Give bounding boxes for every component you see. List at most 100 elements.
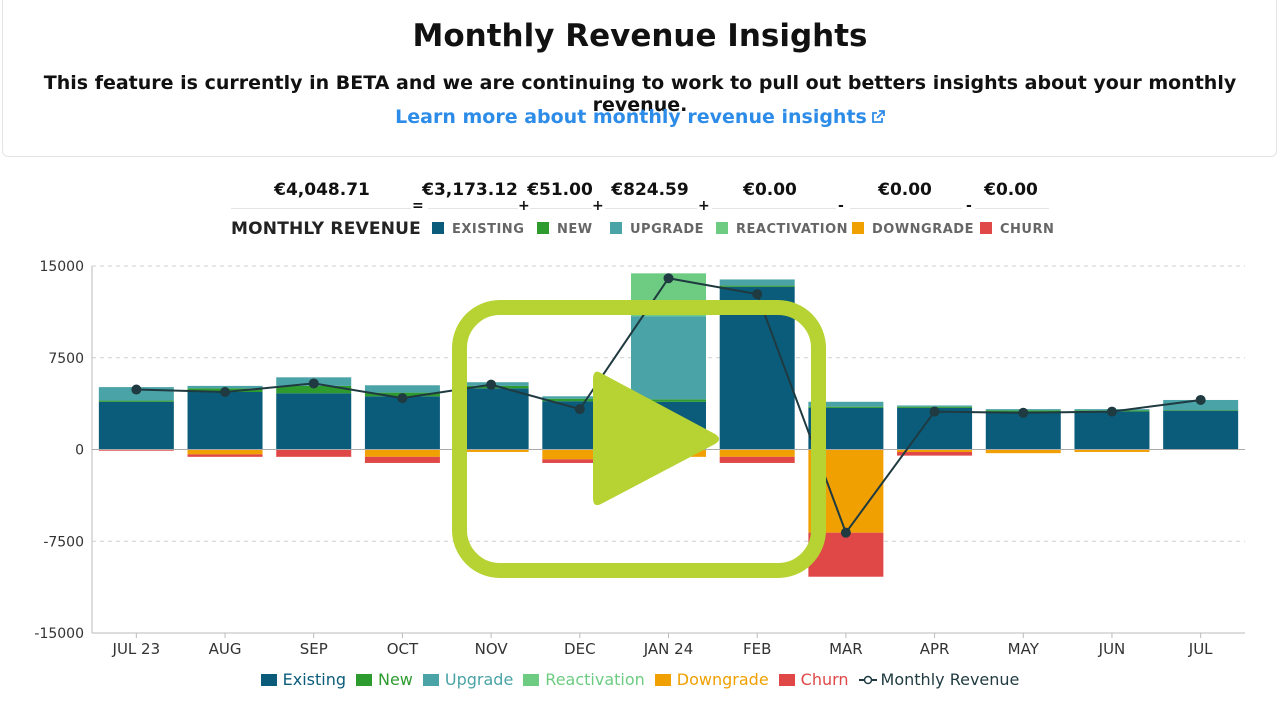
x-tick-label: MAR — [829, 640, 863, 658]
bar-segment-upgrade — [808, 401, 884, 407]
legend-item-upgrade[interactable]: Upgrade — [422, 670, 514, 689]
equals-sign: = — [412, 198, 424, 214]
plus-sign: + — [698, 198, 710, 214]
summary-divider — [231, 208, 411, 209]
bar-segment-upgrade — [631, 316, 706, 400]
bar-segment-churn — [719, 456, 795, 463]
bar-segment-churn — [98, 449, 174, 451]
existing-value: €3,173.12 — [422, 180, 518, 200]
legend-label: Existing — [282, 670, 346, 689]
x-tick-label: JUL 23 — [112, 640, 161, 658]
bar-segment-downgrade — [985, 449, 1061, 454]
play-button-frame[interactable] — [452, 300, 826, 578]
x-tick-label: DEC — [564, 640, 596, 658]
legend-item-existing[interactable]: Existing — [260, 670, 346, 689]
beta-notice: This feature is currently in BETA and we… — [43, 72, 1237, 116]
x-tick-label: AUG — [209, 640, 242, 658]
legend-swatch — [260, 674, 277, 686]
bar-segment-new — [719, 285, 795, 287]
play-icon[interactable] — [591, 366, 723, 512]
key-downgrade-label: DOWNGRADE — [872, 222, 974, 237]
monthly-revenue-point — [840, 527, 851, 538]
bar-segment-existing — [364, 396, 440, 450]
key-new-label: NEW — [557, 222, 593, 237]
x-tick-label: APR — [920, 640, 950, 658]
existing-swatch — [432, 222, 444, 234]
x-tick-label: FEB — [743, 640, 771, 658]
churn-swatch — [980, 222, 992, 234]
bar-segment-upgrade — [364, 385, 440, 393]
bar-segment-churn — [897, 451, 973, 456]
key-churn-label: CHURN — [1000, 222, 1055, 237]
learn-more-link-wrap: Learn more about monthly revenue insight… — [0, 106, 1280, 128]
monthly-revenue-point — [574, 404, 585, 415]
legend-swatch — [422, 674, 439, 686]
key-upgrade: UPGRADE — [610, 222, 704, 237]
upgrade-swatch — [610, 222, 622, 234]
monthly-revenue-value: €4,048.71 — [274, 180, 370, 200]
legend-label: Reactivation — [545, 670, 645, 689]
chart-legend: Existing New Upgrade Reactivation Downgrade C… — [0, 670, 1280, 689]
x-tick-label: NOV — [475, 640, 509, 658]
legend-item-reactivation[interactable]: Reactivation — [523, 670, 645, 689]
legend-label: Downgrade — [676, 670, 769, 689]
monthly-revenue-point — [397, 393, 408, 404]
y-tick-label: 7500 — [48, 351, 84, 367]
upgrade-value: €824.59 — [611, 180, 689, 200]
bar-segment-downgrade — [719, 449, 795, 457]
x-tick-label: JUN — [1098, 640, 1126, 658]
monthly-revenue-point — [1018, 407, 1029, 418]
legend-label: New — [377, 670, 413, 689]
key-existing: EXISTING — [432, 222, 524, 237]
key-reactivation: REACTIVATION — [716, 222, 848, 237]
monthly-revenue-label: MONTHLY REVENUE — [231, 219, 421, 239]
downgrade-value: €0.00 — [878, 180, 932, 200]
y-tick-label: -7500 — [43, 534, 84, 550]
key-reactivation-label: REACTIVATION — [736, 222, 849, 237]
summary-divider — [975, 208, 1049, 209]
summary-divider — [605, 208, 697, 209]
bar-segment-downgrade — [187, 449, 263, 455]
legend-item-churn[interactable]: Churn — [778, 670, 849, 689]
bar-segment-existing — [1163, 410, 1239, 450]
bar-segment-churn — [187, 454, 263, 457]
summary-divider — [428, 208, 518, 209]
monthly-revenue-point — [486, 379, 497, 390]
bar-segment-new — [98, 400, 174, 402]
learn-more-link[interactable]: Learn more about monthly revenue insight… — [395, 106, 885, 128]
summary-divider — [530, 208, 592, 209]
legend-item-downgrade[interactable]: Downgrade — [654, 670, 769, 689]
key-upgrade-label: UPGRADE — [630, 222, 704, 237]
bar-segment-new — [631, 399, 706, 402]
x-tick-label: JUL — [1188, 640, 1213, 658]
new-value: €51.00 — [527, 180, 593, 200]
legend-item-new[interactable]: New — [355, 670, 413, 689]
monthly-revenue-point — [220, 387, 231, 398]
revenue-summary: €4,048.71 MONTHLY REVENUE = €3,173.12 EX… — [0, 176, 1280, 246]
key-existing-label: EXISTING — [452, 222, 525, 237]
chart-axes: 15000 7500 0 -7500 -15000 JUL 23 AUG SEP OCT NOV D… — [34, 259, 1245, 658]
x-tick-label: SEP — [300, 640, 328, 658]
reactivation-value: €0.00 — [743, 180, 797, 200]
bar-segment-churn — [276, 449, 352, 457]
bar-segment-downgrade — [453, 449, 529, 452]
page-title: Monthly Revenue Insights — [412, 18, 868, 54]
header-card — [2, 0, 1277, 157]
bar-segment-downgrade — [364, 449, 440, 457]
monthly-revenue-point — [308, 378, 319, 389]
key-downgrade: DOWNGRADE — [852, 222, 974, 237]
monthly-revenue-point — [1106, 406, 1117, 417]
monthly-revenue-point — [929, 406, 940, 417]
bar-segment-upgrade — [719, 279, 795, 286]
bar-segment-churn — [364, 456, 440, 463]
legend-swatch — [355, 674, 372, 686]
plus-sign: + — [592, 198, 604, 214]
monthly-revenue-point — [131, 384, 142, 395]
legend-label: Upgrade — [444, 670, 514, 689]
legend-item-monthly-revenue[interactable]: Monthly Revenue — [858, 670, 1019, 689]
summary-divider — [712, 208, 836, 209]
bar-segment-new — [276, 385, 352, 394]
legend-label: Churn — [800, 670, 849, 689]
legend-swatch — [654, 674, 671, 686]
y-tick-label: 15000 — [39, 259, 84, 275]
